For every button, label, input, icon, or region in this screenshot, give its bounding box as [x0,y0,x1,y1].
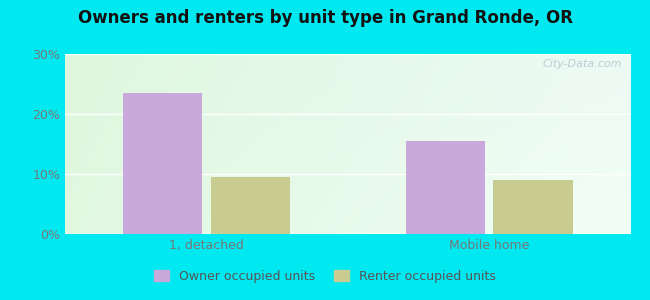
Bar [493,180,573,234]
Text: City-Data.com: City-Data.com [543,59,622,69]
Bar [123,93,202,234]
Text: Owners and renters by unit type in Grand Ronde, OR: Owners and renters by unit type in Grand… [77,9,573,27]
Bar [406,141,485,234]
Legend: Owner occupied units, Renter occupied units: Owner occupied units, Renter occupied un… [149,265,501,288]
Bar [211,177,290,234]
